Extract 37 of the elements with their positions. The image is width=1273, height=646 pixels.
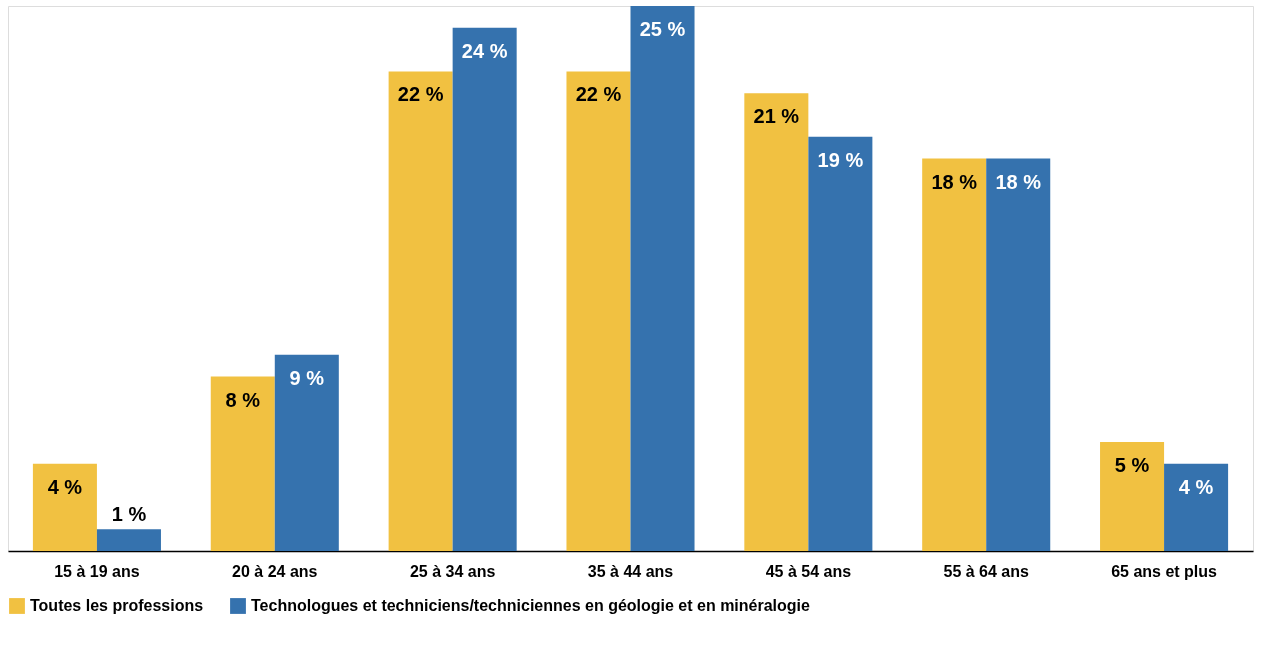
x-tick-label: 35 à 44 ans [587, 562, 674, 580]
x-tick-label: 55 à 64 ans [943, 562, 1030, 580]
data-label: 5 % [1114, 454, 1150, 476]
bar [986, 158, 1051, 551]
data-label: 22 % [575, 83, 622, 106]
bar [1164, 463, 1229, 551]
bar [274, 354, 339, 551]
data-label: 21 % [753, 105, 800, 128]
bar [210, 376, 275, 551]
data-label: 22 % [397, 83, 444, 106]
bar [630, 6, 695, 551]
bar [96, 529, 161, 551]
x-tick-label: 20 à 24 ans [232, 562, 318, 580]
data-label: 24 % [461, 39, 508, 62]
x-tick-label: 45 à 54 ans [765, 562, 852, 580]
bar [452, 27, 517, 551]
data-label: 18 % [931, 170, 978, 193]
data-label: 25 % [639, 18, 686, 40]
bar [566, 71, 631, 551]
legend-label: Technologues et techniciens/techniciennes en géologie et en minéralogie [251, 597, 811, 614]
legend-label: Toutes les professions [30, 597, 204, 614]
data-label: 4 % [47, 475, 83, 498]
x-tick-label: 25 à 34 ans [409, 562, 496, 580]
bar [32, 463, 97, 551]
bar [1100, 442, 1165, 551]
bar [744, 93, 809, 551]
x-tick-label: 15 à 19 ans [54, 562, 140, 580]
bar [922, 158, 987, 551]
bar [808, 136, 873, 551]
x-tick-label: 65 ans et plus [1111, 562, 1218, 580]
data-label: 8 % [225, 388, 261, 411]
data-label: 9 % [289, 366, 325, 389]
data-label: 18 % [995, 170, 1042, 193]
bar [388, 71, 453, 551]
data-label: 4 % [1178, 475, 1214, 498]
data-label: 19 % [817, 148, 864, 171]
data-label: 1 % [111, 503, 147, 526]
